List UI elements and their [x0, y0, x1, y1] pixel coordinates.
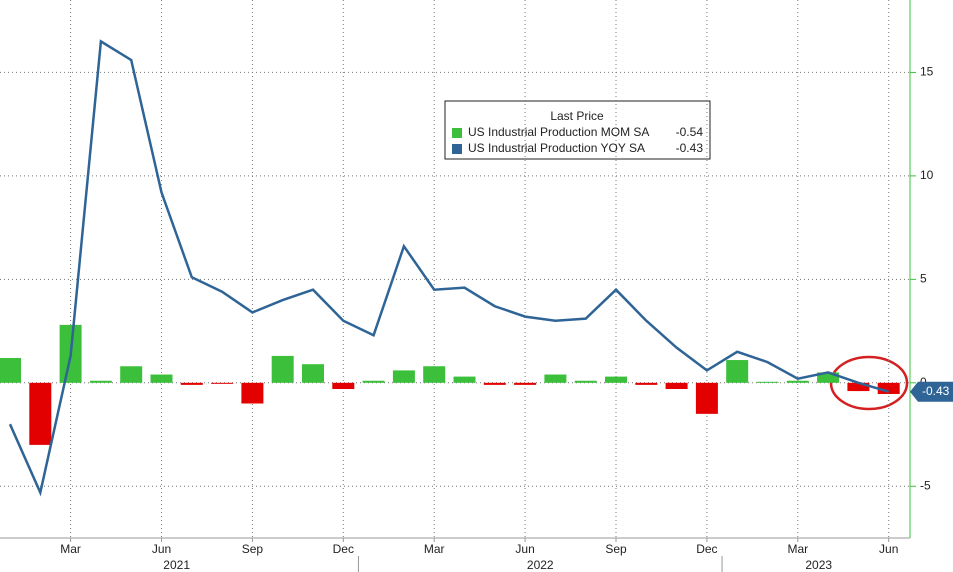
bar	[180, 382, 203, 385]
y-tick-label: 5	[920, 272, 927, 286]
bar	[665, 382, 688, 390]
x-tick-label: Jun	[879, 542, 898, 556]
y-tick-label: -5	[920, 478, 931, 492]
highlight-ellipse	[829, 355, 909, 411]
bar	[362, 380, 385, 383]
bar	[726, 360, 749, 383]
x-tick-label: Mar	[424, 542, 445, 556]
legend-title: Last Price	[550, 109, 604, 123]
last-value-tag	[910, 381, 953, 402]
x-tick-label: Sep	[242, 542, 264, 556]
legend-value: -0.43	[676, 141, 704, 155]
x-tick-label: Jun	[515, 542, 534, 556]
bar	[150, 374, 173, 383]
bar	[786, 380, 809, 383]
x-tick-label: Mar	[787, 542, 808, 556]
bar	[392, 370, 415, 383]
bar	[635, 382, 658, 385]
x-tick-label: Dec	[696, 542, 717, 556]
bar	[89, 380, 112, 383]
bar	[120, 366, 143, 383]
bar	[0, 357, 21, 383]
bar	[302, 364, 324, 383]
bar	[423, 366, 446, 383]
bar	[544, 374, 567, 383]
bar	[817, 372, 840, 383]
line	[8, 39, 890, 497]
bar	[756, 381, 779, 383]
year-label: 2023	[805, 558, 832, 572]
legend-swatch	[452, 128, 462, 138]
bar	[453, 376, 476, 383]
x-tick-label: Sep	[605, 542, 627, 556]
legend-box	[444, 100, 711, 160]
y-tick-label: 15	[920, 65, 934, 79]
bar	[605, 376, 627, 383]
legend-swatch	[452, 144, 462, 154]
legend-label: US Industrial Production YOY SA	[468, 141, 645, 155]
x-tick-label: Dec	[333, 542, 354, 556]
bar	[211, 382, 234, 384]
bar	[483, 382, 506, 385]
bar	[332, 382, 355, 390]
legend-label: US Industrial Production MOM SA	[468, 125, 649, 139]
bar	[695, 382, 718, 414]
x-tick-label: Mar	[60, 542, 81, 556]
bar	[241, 382, 264, 404]
bar	[514, 382, 537, 385]
year-label: 2021	[163, 558, 190, 572]
bar	[877, 382, 900, 394]
bar	[574, 380, 597, 383]
year-label: 2022	[527, 558, 554, 572]
x-tick-label: Jun	[152, 542, 171, 556]
bar	[29, 382, 52, 445]
y-tick-label: 10	[920, 168, 934, 182]
bar	[271, 355, 294, 383]
last-value-tag-label: -0.43	[922, 384, 950, 398]
legend-value: -0.54	[676, 125, 704, 139]
bar	[847, 382, 870, 392]
